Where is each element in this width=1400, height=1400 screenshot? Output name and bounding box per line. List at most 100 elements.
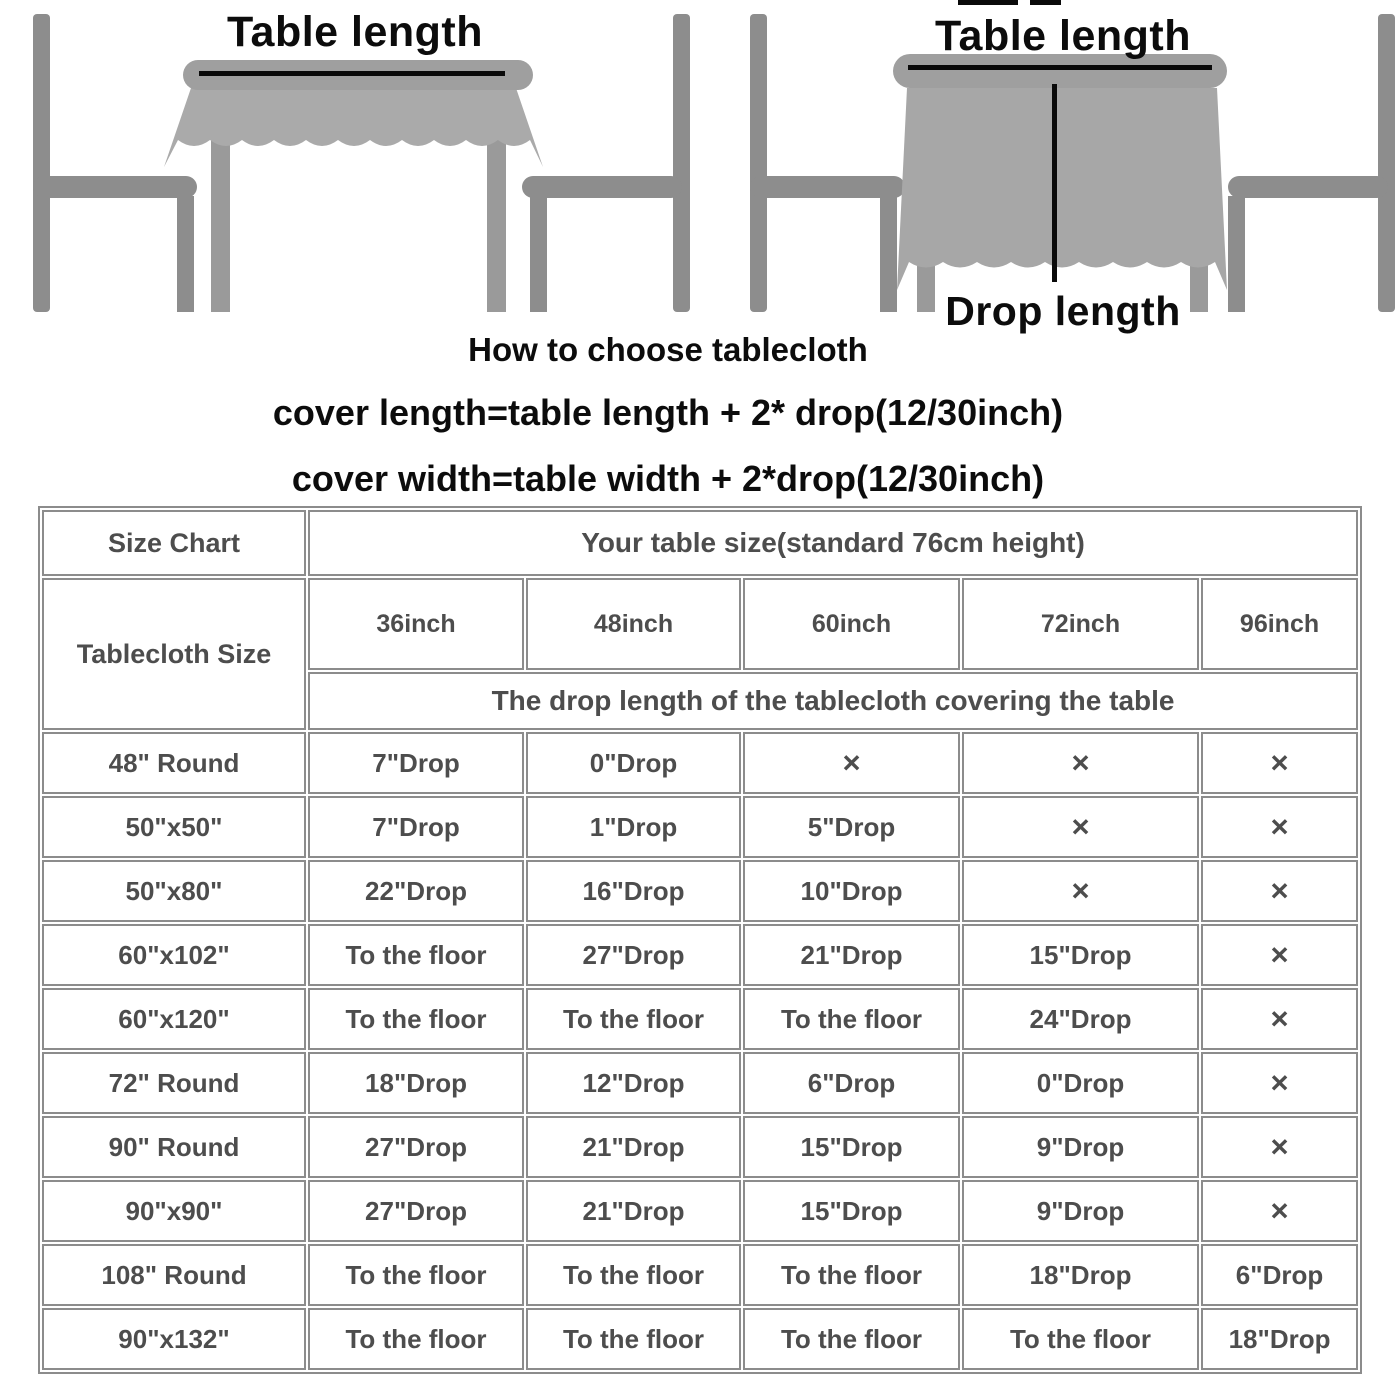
column-header-cell-60inch: 60inch (743, 578, 960, 670)
row-label-cell: 50"x80" (42, 860, 306, 922)
long-tablecloth-illustration (750, 14, 1395, 312)
table-row: 50"x50" 7"Drop 1"Drop 5"Drop × × (42, 796, 1359, 858)
row-label-cell: 90" Round (42, 1116, 306, 1178)
drop-value-cell: × (1201, 860, 1359, 922)
drop-value-cell: 9"Drop (962, 1116, 1199, 1178)
tablecloth-long (897, 88, 1227, 290)
drop-value-cell: To the floor (526, 1244, 741, 1306)
right-chair (522, 14, 690, 312)
drop-value-cell: × (743, 732, 960, 794)
drop-value-cell: 0"Drop (526, 732, 741, 794)
drop-value-cell: 12"Drop (526, 1052, 741, 1114)
row-label-cell: 90"x132" (42, 1308, 306, 1370)
table-row: 90"x132" To the floor To the floor To th… (42, 1308, 1359, 1370)
cropped-text-artifact (958, 0, 1018, 5)
drop-value-cell: To the floor (526, 988, 741, 1050)
row-label-cell: 48" Round (42, 732, 306, 794)
column-header-cell-36inch: 36inch (308, 578, 524, 670)
table-row: 108" Round To the floor To the floor To … (42, 1244, 1359, 1306)
drop-value-cell: 27"Drop (308, 1116, 524, 1178)
row-label-cell: 90"x90" (42, 1180, 306, 1242)
drop-value-cell: 18"Drop (962, 1244, 1199, 1306)
drop-value-cell: To the floor (308, 1308, 524, 1370)
drop-value-cell: 10"Drop (743, 860, 960, 922)
drop-value-cell: 16"Drop (526, 860, 741, 922)
corner-header-cell: Size Chart (42, 510, 306, 576)
drop-value-cell: × (962, 732, 1199, 794)
drop-value-cell: To the floor (308, 988, 524, 1050)
drop-value-cell: To the floor (743, 1244, 960, 1306)
drop-value-cell: To the floor (743, 988, 960, 1050)
row-label-cell: 50"x50" (42, 796, 306, 858)
cover-width-formula: cover width=table width + 2*drop(12/30in… (291, 458, 1045, 499)
table-length-label-left: Table length (226, 8, 484, 56)
table-row: 60"x102" To the floor 27"Drop 21"Drop 15… (42, 924, 1359, 986)
drop-value-cell: 15"Drop (962, 924, 1199, 986)
drop-value-cell: 6"Drop (1201, 1244, 1359, 1306)
table-length-measure-line (199, 71, 505, 76)
table-size-header-cell: Your table size(standard 76cm height) (308, 510, 1359, 576)
table-length-measure-line (908, 65, 1212, 70)
drop-value-cell: 21"Drop (743, 924, 960, 986)
table-row: 72" Round 18"Drop 12"Drop 6"Drop 0"Drop … (42, 1052, 1359, 1114)
table-row: The drop length of the tablecloth coveri… (42, 672, 1359, 730)
drop-value-cell: To the floor (962, 1308, 1199, 1370)
drop-value-cell: 0"Drop (962, 1052, 1199, 1114)
drop-value-cell: 21"Drop (526, 1116, 741, 1178)
row-label-cell: 60"x102" (42, 924, 306, 986)
left-chair (33, 14, 197, 312)
row-label-cell: 72" Round (42, 1052, 306, 1114)
diagram-section: Table length Table length Drop length (0, 0, 1400, 335)
drop-length-label: Drop length (945, 288, 1181, 334)
drop-value-cell: 18"Drop (308, 1052, 524, 1114)
drop-value-cell: × (962, 860, 1199, 922)
drop-value-cell: 15"Drop (743, 1180, 960, 1242)
table-length-label-right: Table length (934, 12, 1192, 60)
table-row: Tablecloth Size 36inch 48inch 60inch 72i… (42, 578, 1359, 730)
drop-value-cell: 5"Drop (743, 796, 960, 858)
table-row: 90"x90" 27"Drop 21"Drop 15"Drop 9"Drop × (42, 1180, 1359, 1242)
table-row: 60"x120" To the floor To the floor To th… (42, 988, 1359, 1050)
drop-value-cell: × (962, 796, 1199, 858)
drop-value-cell: 6"Drop (743, 1052, 960, 1114)
column-header-cell-96inch: 96inch (1201, 578, 1359, 670)
drop-value-cell: 24"Drop (962, 988, 1199, 1050)
tablecloth-short (164, 88, 543, 167)
left-chair (750, 14, 905, 312)
drop-value-cell: 27"Drop (308, 1180, 524, 1242)
drop-value-cell: 21"Drop (526, 1180, 741, 1242)
column-header-cell-48inch: 48inch (526, 578, 741, 670)
table-row: 90" Round 27"Drop 21"Drop 15"Drop 9"Drop… (42, 1116, 1359, 1178)
drop-value-cell: 9"Drop (962, 1180, 1199, 1242)
drop-value-cell: × (1201, 796, 1359, 858)
drop-value-cell: To the floor (308, 924, 524, 986)
drop-value-cell: 22"Drop (308, 860, 524, 922)
drop-value-cell: 7"Drop (308, 796, 524, 858)
table-row: Size Chart Your table size(standard 76cm… (42, 510, 1359, 576)
drop-value-cell: 15"Drop (743, 1116, 960, 1178)
drop-value-cell: To the floor (308, 1244, 524, 1306)
drop-value-cell: × (1201, 1180, 1359, 1242)
drop-note-cell: The drop length of the tablecloth coveri… (308, 672, 1359, 730)
drop-value-cell: × (1201, 924, 1359, 986)
cropped-text-artifact (1030, 0, 1061, 5)
cover-length-formula: cover length=table length + 2* drop(12/3… (272, 392, 1064, 433)
drop-length-measure-line (1052, 84, 1057, 282)
tabletop (893, 54, 1227, 88)
column-header-cell-72inch: 72inch (962, 578, 1199, 670)
short-tablecloth-illustration (33, 14, 690, 312)
drop-value-cell: 27"Drop (526, 924, 741, 986)
drop-value-cell: 1"Drop (526, 796, 741, 858)
drop-value-cell: × (1201, 988, 1359, 1050)
drop-value-cell: × (1201, 1052, 1359, 1114)
drop-value-cell: To the floor (743, 1308, 960, 1370)
how-to-choose-title: How to choose tablecloth (468, 331, 868, 368)
row-label-cell: 108" Round (42, 1244, 306, 1306)
drop-value-cell: × (1201, 1116, 1359, 1178)
size-chart-table: Size Chart Your table size(standard 76cm… (38, 506, 1363, 1374)
drop-value-cell: 7"Drop (308, 732, 524, 794)
row-label-cell: 60"x120" (42, 988, 306, 1050)
drop-value-cell: 18"Drop (1201, 1308, 1359, 1370)
table-row: 48" Round 7"Drop 0"Drop × × × (42, 732, 1359, 794)
drop-value-cell: To the floor (526, 1308, 741, 1370)
